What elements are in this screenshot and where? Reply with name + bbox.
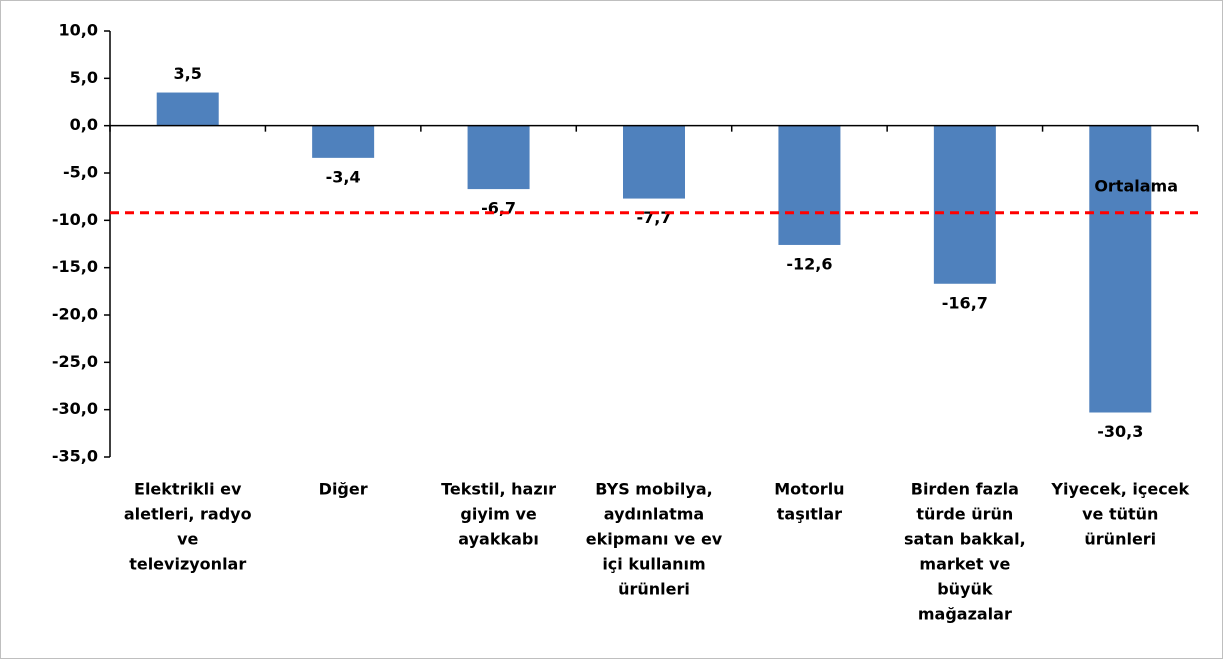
x-tick-label: Yiyecek, içecek xyxy=(1050,480,1189,499)
value-label: -3,4 xyxy=(326,167,361,186)
value-label: -16,7 xyxy=(942,293,988,312)
y-tick-label: -15,0 xyxy=(52,257,98,276)
value-label: -6,7 xyxy=(481,199,516,218)
x-tick-label: mağazalar xyxy=(918,605,1012,624)
x-tick-label: taşıtlar xyxy=(777,505,842,524)
y-tick-label: -25,0 xyxy=(52,352,98,371)
value-label: -30,3 xyxy=(1097,422,1143,441)
x-tick-label: ve xyxy=(177,530,198,549)
x-tick-label: aydınlatma xyxy=(604,505,704,524)
value-label: -7,7 xyxy=(637,208,672,227)
bar xyxy=(467,125,530,190)
x-tick-label: Motorlu xyxy=(774,480,844,499)
x-tick-label: televizyonlar xyxy=(129,555,246,574)
bar xyxy=(312,125,375,158)
x-tick-label: ürünleri xyxy=(618,580,690,599)
y-tick-label: -35,0 xyxy=(52,447,98,466)
y-tick-label: -5,0 xyxy=(63,163,98,182)
x-tick-label: Birden fazla xyxy=(911,480,1019,499)
value-label: 3,5 xyxy=(174,64,202,83)
value-label: -12,6 xyxy=(786,254,832,273)
x-tick-label: satan bakkal, xyxy=(904,530,1026,549)
y-tick-label: 0,0 xyxy=(70,115,98,134)
x-tick-label: ve tütün xyxy=(1082,505,1158,524)
y-tick-label: 5,0 xyxy=(70,68,98,87)
x-tick-label: market ve xyxy=(919,555,1010,574)
x-tick-label: giyim ve xyxy=(460,505,537,524)
x-tick-label: aletleri, radyo xyxy=(124,505,252,524)
bar xyxy=(778,125,841,245)
x-tick-label: Diğer xyxy=(319,480,368,499)
y-tick-label: -10,0 xyxy=(52,210,98,229)
y-tick-label: -30,0 xyxy=(52,399,98,418)
x-tick-label: büyük xyxy=(937,580,993,599)
bar xyxy=(933,125,996,284)
average-label: Ortalama xyxy=(1094,176,1178,195)
bar xyxy=(623,125,685,199)
x-tick-label: ekipmanı ve ev xyxy=(586,530,723,549)
x-tick-label: ürünleri xyxy=(1084,530,1156,549)
bar xyxy=(156,92,219,126)
x-tick-label: ayakkabı xyxy=(458,530,539,549)
y-tick-label: -20,0 xyxy=(52,305,98,324)
x-tick-label: Tekstil, hazır xyxy=(441,480,556,499)
x-tick-label: Elektrikli ev xyxy=(134,480,242,499)
bar xyxy=(1089,125,1152,413)
y-tick-label: 10,0 xyxy=(59,21,98,40)
x-tick-label: içi kullanım xyxy=(602,555,705,574)
x-tick-label: BYS mobilya, xyxy=(595,480,712,499)
x-tick-label: türde ürün xyxy=(916,505,1013,524)
